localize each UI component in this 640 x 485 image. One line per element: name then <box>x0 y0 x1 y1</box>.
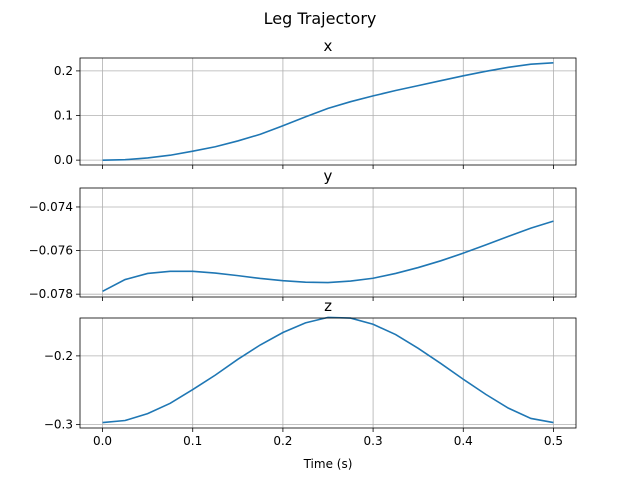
panel-y-title: y <box>324 167 333 185</box>
panel-z-ytick-label-1: −0.2 <box>44 349 73 363</box>
panel-y-ytick-label-2: −0.074 <box>29 200 73 214</box>
figure-title: Leg Trajectory <box>264 9 377 28</box>
panel-y-ytick-label-1: −0.076 <box>29 244 73 258</box>
xtick-label-4: 0.4 <box>454 434 473 448</box>
panel-x-ytick-label-2: 0.2 <box>54 64 73 78</box>
panel-z-series-line <box>102 316 554 424</box>
panel-z-ytick-label-0: −0.3 <box>44 418 73 432</box>
xtick-label-1: 0.1 <box>183 434 202 448</box>
panel-y-frame <box>79 187 577 298</box>
xtick-label-5: 0.5 <box>544 434 563 448</box>
x-axis-label: Time (s) <box>303 457 353 471</box>
panel-x-ytick-label-0: 0.0 <box>54 153 73 167</box>
panel-x-ytick-label-1: 0.1 <box>54 109 73 123</box>
panel-y-series-line <box>102 220 554 293</box>
xtick-label-2: 0.2 <box>273 434 292 448</box>
panel-z-title: z <box>324 297 332 315</box>
xtick-label-3: 0.3 <box>364 434 383 448</box>
panel-y-ytick-label-0: −0.078 <box>29 287 73 301</box>
panel-z-frame <box>79 317 577 429</box>
panel-x-title: x <box>324 37 333 55</box>
panel-x-frame <box>79 57 577 166</box>
panel-x-series-line <box>102 62 554 161</box>
xtick-label-0: 0.0 <box>93 434 112 448</box>
